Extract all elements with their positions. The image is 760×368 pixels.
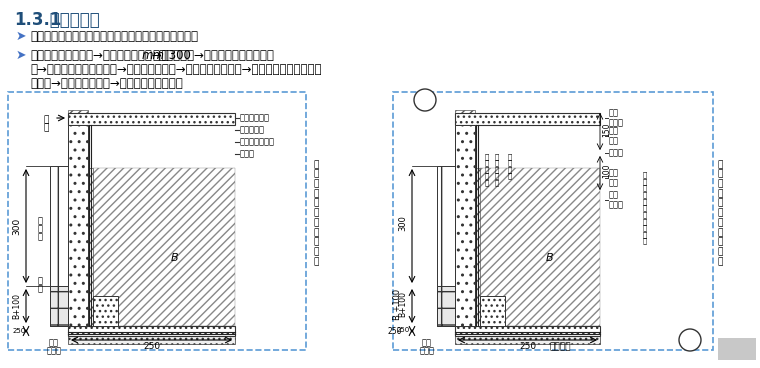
Text: 是将立面防水卷材直接铺设在防水结构的外墙外表面。: 是将立面防水卷材直接铺设在防水结构的外墙外表面。 bbox=[30, 30, 198, 43]
Text: 高
分
子
防
水
卷
材
接
缝
处
理: 高 分 子 防 水 卷 材 接 缝 处 理 bbox=[643, 171, 647, 244]
Text: 250: 250 bbox=[143, 342, 160, 351]
Circle shape bbox=[679, 329, 701, 351]
Text: 1: 1 bbox=[686, 333, 695, 347]
Text: 卷
材
防
水
层
甩
槎
做
法
图
口: 卷 材 防 水 层 甩 槎 做 法 图 口 bbox=[313, 160, 318, 266]
Bar bbox=[68, 113, 235, 125]
Text: B+100: B+100 bbox=[398, 291, 407, 317]
Bar bbox=[393, 92, 713, 350]
Text: 细石砼保护层: 细石砼保护层 bbox=[240, 113, 270, 123]
Text: 1.3.1: 1.3.1 bbox=[14, 11, 62, 29]
Text: 高临时保护墙→墙上粉刷水泥砂浆找平: 高临时保护墙→墙上粉刷水泥砂浆找平 bbox=[152, 49, 274, 62]
Text: 外防外贴法: 外防外贴法 bbox=[44, 11, 100, 29]
Bar bbox=[8, 92, 306, 350]
Text: 卷材防水层: 卷材防水层 bbox=[240, 125, 265, 134]
Text: ➤: ➤ bbox=[16, 49, 27, 62]
Text: mm: mm bbox=[141, 49, 164, 62]
Text: ①: ① bbox=[421, 91, 429, 99]
Text: 施工程序：浇筑垫层→砌永久性保护墙→砌300: 施工程序：浇筑垫层→砌永久性保护墙→砌300 bbox=[30, 49, 191, 62]
Text: 结构底板: 结构底板 bbox=[549, 342, 571, 351]
Bar bbox=[437, 286, 455, 326]
Text: 250: 250 bbox=[13, 328, 26, 334]
Text: 250: 250 bbox=[519, 342, 536, 351]
Text: 加强层: 加强层 bbox=[420, 346, 435, 355]
Text: 临: 临 bbox=[37, 276, 43, 285]
Polygon shape bbox=[475, 296, 505, 326]
Text: 楼: 楼 bbox=[43, 123, 49, 132]
Bar bbox=[455, 113, 600, 125]
Bar bbox=[50, 286, 68, 326]
Text: 卷材: 卷材 bbox=[49, 338, 59, 347]
Text: 密封
材料: 密封 材料 bbox=[609, 168, 619, 188]
Bar bbox=[455, 336, 600, 344]
Bar bbox=[455, 326, 600, 336]
Text: 找平层→立面防水层施工→验收、保护层施工。: 找平层→立面防水层施工→验收、保护层施工。 bbox=[30, 77, 182, 90]
Polygon shape bbox=[68, 110, 93, 326]
Text: B +100: B +100 bbox=[393, 289, 402, 319]
Text: 盖缝条: 盖缝条 bbox=[609, 149, 624, 158]
Text: 加强层: 加强层 bbox=[46, 346, 62, 355]
Text: ➤: ➤ bbox=[16, 30, 27, 43]
Text: 结
构
墙
体: 结 构 墙 体 bbox=[508, 153, 512, 180]
Circle shape bbox=[414, 89, 436, 111]
Text: 砼垫层: 砼垫层 bbox=[240, 149, 255, 159]
Text: 300: 300 bbox=[12, 217, 21, 235]
Text: 层→转角处铺贴附加防水层→铺贴底板防水层→浇筑底板和墙体砼→防水结构外墙水泥砂浆: 层→转角处铺贴附加防水层→铺贴底板防水层→浇筑底板和墙体砼→防水结构外墙水泥砂浆 bbox=[30, 63, 321, 76]
Text: B: B bbox=[171, 253, 179, 263]
Bar bbox=[437, 166, 455, 326]
Text: 护: 护 bbox=[37, 224, 43, 233]
Text: —: — bbox=[420, 94, 430, 104]
Text: 85: 85 bbox=[728, 342, 746, 356]
Bar bbox=[718, 338, 756, 360]
Polygon shape bbox=[88, 296, 118, 326]
Text: 时: 时 bbox=[37, 284, 43, 293]
Polygon shape bbox=[455, 110, 480, 326]
Text: 卷
材
防
水
层: 卷 材 防 水 层 bbox=[495, 153, 499, 186]
Text: 300: 300 bbox=[398, 215, 407, 231]
Text: 卷材
防水层: 卷材 防水层 bbox=[609, 190, 624, 210]
Text: 250: 250 bbox=[388, 326, 402, 336]
Text: B: B bbox=[546, 253, 554, 263]
Text: 卷材
防水层: 卷材 防水层 bbox=[609, 108, 624, 128]
Bar bbox=[68, 336, 235, 344]
Bar bbox=[50, 166, 68, 326]
Text: 250: 250 bbox=[397, 327, 410, 333]
Text: 用: 用 bbox=[43, 115, 49, 124]
Text: 水泥砂浆找平层: 水泥砂浆找平层 bbox=[240, 138, 275, 146]
Bar bbox=[68, 326, 235, 336]
Text: 150: 150 bbox=[602, 123, 611, 137]
Text: B+100: B+100 bbox=[12, 293, 21, 319]
Polygon shape bbox=[93, 168, 235, 326]
Text: 密封
材料: 密封 材料 bbox=[609, 126, 619, 146]
Text: 卷材: 卷材 bbox=[422, 338, 432, 347]
Text: 墙: 墙 bbox=[37, 232, 43, 241]
Text: 100: 100 bbox=[602, 164, 611, 178]
Text: 卷
材
保
护
层: 卷 材 保 护 层 bbox=[485, 153, 489, 186]
Polygon shape bbox=[480, 168, 600, 326]
Text: 卷
材
防
水
层
接
槎
做
法
图
口: 卷 材 防 水 层 接 槎 做 法 图 口 bbox=[717, 160, 723, 266]
Bar bbox=[455, 125, 475, 326]
Bar bbox=[68, 125, 88, 326]
Text: 保: 保 bbox=[37, 216, 43, 225]
